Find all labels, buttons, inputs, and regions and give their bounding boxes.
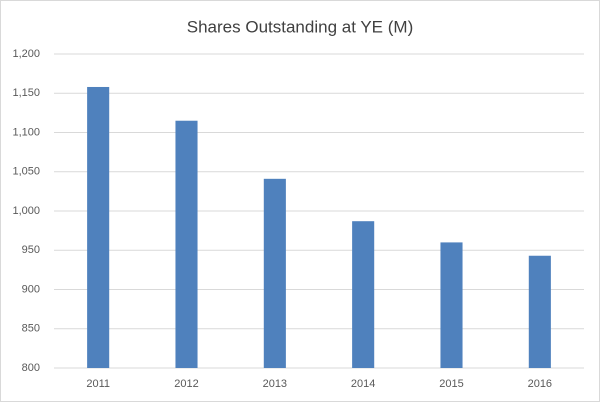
x-tick-label: 2011 (86, 378, 110, 390)
bar (263, 178, 286, 368)
chart-title: Shares Outstanding at YE (M) (187, 17, 413, 36)
y-tick-label: 1,150 (12, 87, 40, 99)
y-tick-label: 1,000 (12, 205, 40, 217)
bar (87, 86, 110, 368)
x-tick-label: 2016 (528, 378, 552, 390)
y-tick-label: 1,050 (12, 166, 40, 178)
y-tick-label: 1,200 (12, 48, 40, 60)
bar (352, 221, 375, 368)
y-tick-label: 1,100 (12, 126, 40, 138)
y-tick-label: 850 (22, 323, 40, 335)
y-tick-label: 800 (22, 362, 40, 374)
x-tick-label: 2015 (439, 378, 463, 390)
bar (440, 242, 463, 368)
bar (528, 255, 551, 368)
x-tick-label: 2012 (174, 378, 198, 390)
x-tick-label: 2013 (263, 378, 287, 390)
bar (175, 120, 198, 368)
y-tick-label: 950 (22, 244, 40, 256)
y-tick-label: 900 (22, 283, 40, 295)
x-tick-label: 2014 (351, 378, 375, 390)
